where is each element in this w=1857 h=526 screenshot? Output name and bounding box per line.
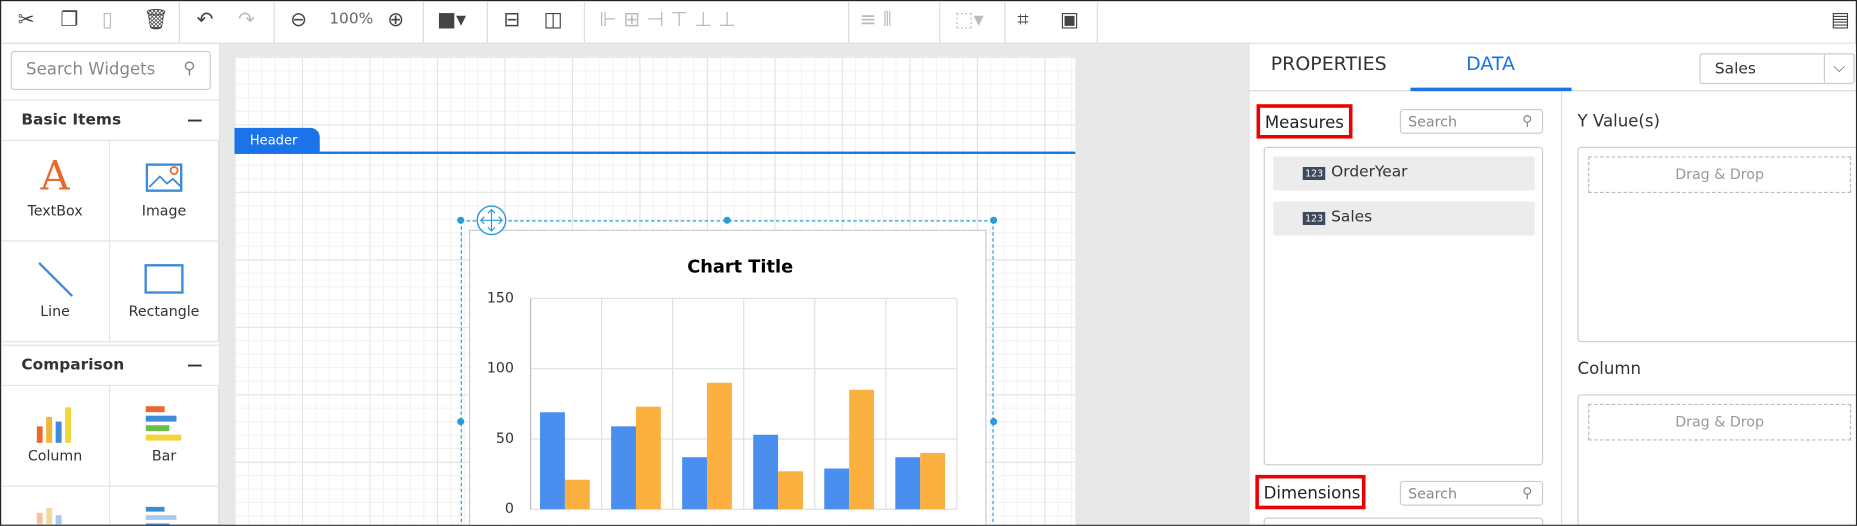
band-label: Header <box>249 132 298 149</box>
label: Dimensions <box>1263 484 1361 504</box>
label: Measures <box>1264 113 1344 133</box>
widget-panel <box>1 43 221 525</box>
group[interactable]: ⬚▾ <box>954 8 984 32</box>
dimensions-title: Dimensions <box>1255 474 1366 510</box>
bar <box>778 471 803 510</box>
redo[interactable]: ↷ <box>238 8 255 32</box>
well-title: Column <box>1577 360 1641 379</box>
widget-tile[interactable]: Line <box>1 241 111 343</box>
bar <box>849 389 875 510</box>
bar <box>564 479 590 510</box>
widget-tile[interactable]: Column <box>1 386 111 487</box>
widget-tile[interactable] <box>110 486 220 525</box>
widget-label: Rectangle <box>128 303 200 320</box>
well <box>1577 146 1856 343</box>
band-line <box>234 151 1076 154</box>
y-tick-label: 50 <box>496 431 514 447</box>
widget-tile[interactable]: Image <box>110 140 220 242</box>
widget-label: TextBox <box>27 202 83 220</box>
placeholder: Search Widgets <box>26 60 156 80</box>
field[interactable]: 123 OrderYear <box>1273 156 1535 191</box>
align-tools[interactable]: ⊩ ⊞ ⊣ ⊤ ⊥ ⊥ <box>599 8 736 32</box>
bar <box>920 453 946 510</box>
widget-label: Line <box>40 303 70 320</box>
bar <box>707 382 732 510</box>
measure-list <box>1263 146 1544 466</box>
measure-search[interactable]: Search ⚲ <box>1399 108 1544 134</box>
well <box>1577 394 1856 525</box>
group-header[interactable]: Comparison — <box>1 344 220 387</box>
zoom-level: 100% <box>329 10 374 29</box>
bar <box>753 434 779 510</box>
placeholder: Search <box>1408 113 1457 131</box>
widget-tile[interactable]: Rectangle <box>110 241 220 343</box>
insert-row[interactable]: ⊟ <box>503 8 521 32</box>
fill-color[interactable]: ■▾ <box>437 8 467 32</box>
field-name: Sales <box>1331 208 1373 227</box>
fit[interactable]: ⌗ <box>1017 8 1029 32</box>
tab[interactable]: PROPERTIES <box>1270 52 1387 75</box>
undo[interactable]: ↶ <box>196 8 214 32</box>
bar <box>682 457 708 510</box>
delete[interactable]: 🗑 <box>143 8 169 32</box>
insert-column[interactable]: ◫ <box>543 8 563 32</box>
widget-label: Image <box>141 202 187 220</box>
dataset: Sales <box>1714 60 1756 79</box>
bar <box>635 406 661 510</box>
widget-tile[interactable] <box>1 486 111 525</box>
widget-tile[interactable]: Bar <box>110 386 220 487</box>
field-name: OrderYear <box>1331 163 1408 182</box>
spacing[interactable]: ≡ ⫴ <box>859 8 892 32</box>
zoom-in[interactable]: ⊕ <box>387 8 405 32</box>
cut[interactable]: ✂ <box>17 8 35 32</box>
fit-all[interactable]: ▣ <box>1059 8 1079 32</box>
placeholder: Search <box>1408 485 1457 503</box>
field[interactable]: 123 Sales <box>1273 201 1535 236</box>
toolbar <box>1 1 1856 44</box>
y-tick-label: 100 <box>487 361 514 377</box>
paste[interactable]: ▯ <box>101 8 113 32</box>
widget-tile[interactable]: A TextBox <box>1 140 111 242</box>
measures-title: Measures <box>1256 104 1353 139</box>
tab[interactable]: DATA <box>1466 52 1515 75</box>
layout[interactable]: ▤ <box>1830 8 1850 32</box>
widget-label: Bar <box>151 447 177 465</box>
bar <box>611 426 636 510</box>
chart-title: Chart Title <box>687 258 793 278</box>
y-tick-label: 150 <box>487 290 514 306</box>
widget-label: Column <box>27 447 83 465</box>
zoom-out[interactable]: ⊖ <box>290 8 308 32</box>
copy[interactable]: ❐ <box>60 8 79 32</box>
group-header[interactable]: Basic Items — <box>1 99 220 141</box>
bar <box>895 457 921 510</box>
widget-search[interactable]: Search Widgets ⚲ <box>10 50 211 91</box>
group-title: Comparison <box>21 356 125 375</box>
dimension-search[interactable]: Search ⚲ <box>1399 480 1544 506</box>
well-title: Y Value(s) <box>1577 112 1660 132</box>
field-badge: 123 <box>1302 166 1326 181</box>
group-title: Basic Items <box>21 111 122 130</box>
dataset-dropdown[interactable]: Sales ⌵ <box>1699 53 1855 85</box>
field-badge: 123 <box>1302 211 1326 226</box>
y-tick-label: 0 <box>505 501 514 517</box>
bar <box>540 412 565 510</box>
drop-hint[interactable]: Drag & Drop <box>1588 156 1852 194</box>
drop-hint[interactable]: Drag & Drop <box>1588 403 1852 441</box>
dimension-list <box>1263 517 1544 525</box>
header-band[interactable]: Header <box>234 127 320 153</box>
bar <box>824 468 850 510</box>
